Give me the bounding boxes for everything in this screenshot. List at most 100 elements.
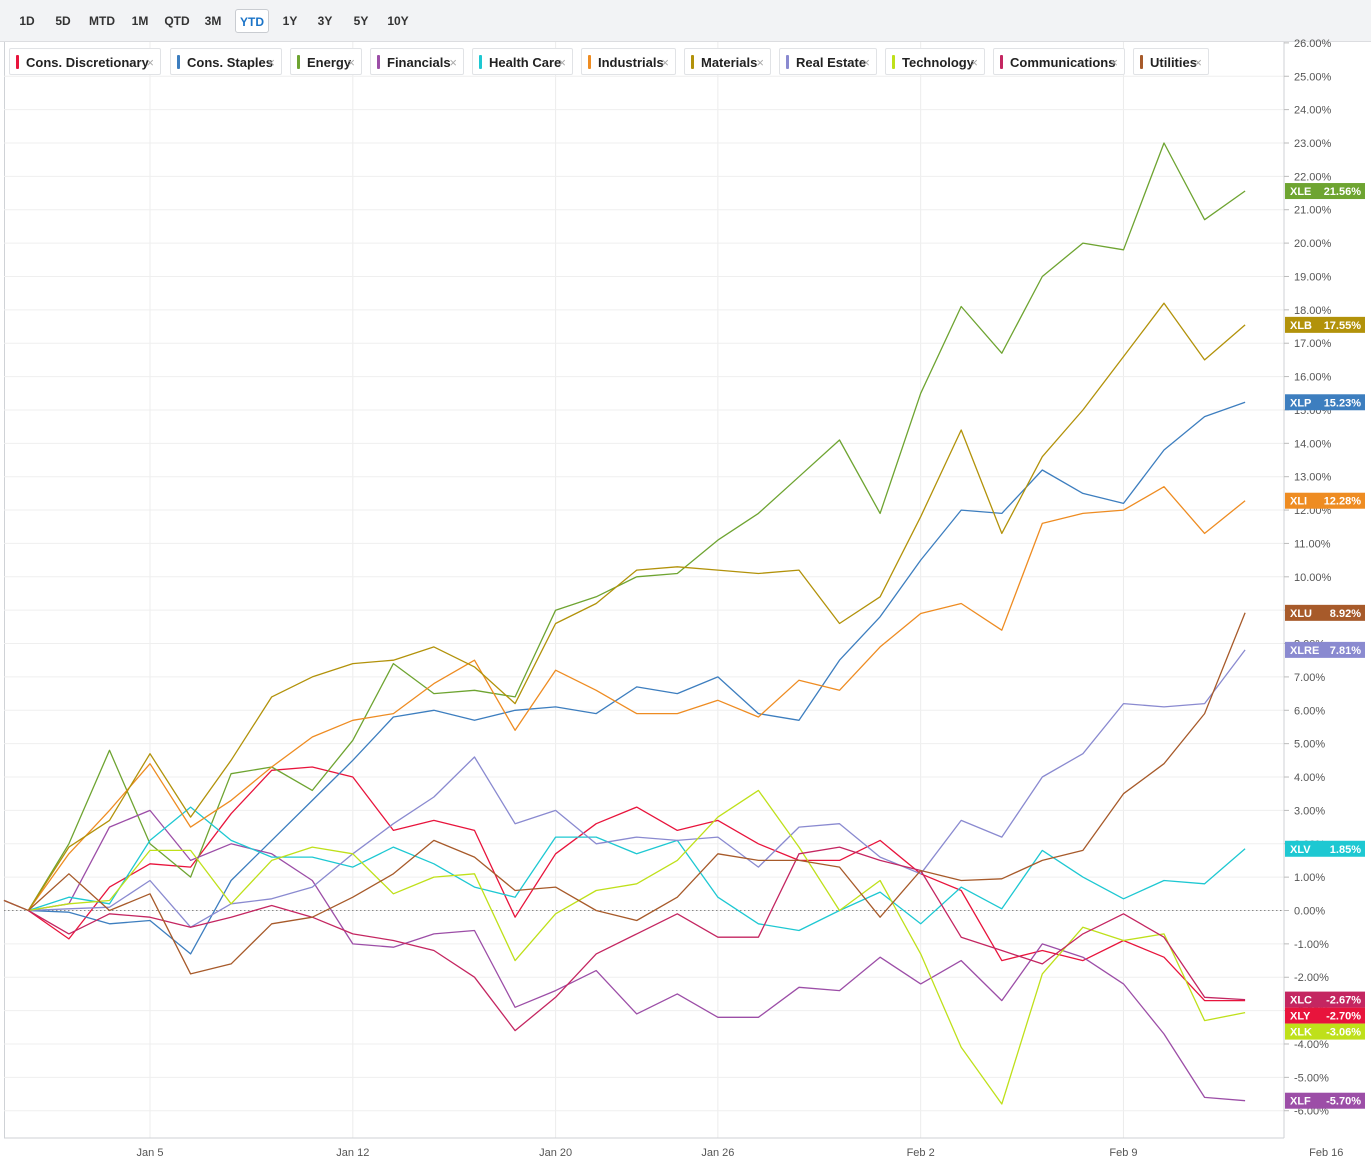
y-tick-label: 16.00% <box>1294 372 1332 384</box>
legend-chip-materials[interactable]: Materials × <box>684 48 771 75</box>
legend-swatch <box>177 55 180 69</box>
end-label-value: 8.92% <box>1330 608 1361 620</box>
end-label-value: -2.67% <box>1326 995 1361 1007</box>
remove-series-icon[interactable]: × <box>862 55 870 70</box>
end-label-ticker: XLRE <box>1290 645 1319 657</box>
range-button-ytd[interactable]: YTD <box>235 9 269 33</box>
range-button-3y[interactable]: 3Y <box>317 14 333 28</box>
end-label-box <box>1285 183 1365 200</box>
legend-label: Technology <box>902 55 974 70</box>
remove-series-icon[interactable]: × <box>1194 55 1202 70</box>
y-tick-label: 6.00% <box>1294 705 1325 717</box>
remove-series-icon[interactable]: × <box>146 55 154 70</box>
end-label-ticker: XLK <box>1290 1027 1312 1039</box>
end-label-value: -2.70% <box>1326 1011 1361 1023</box>
remove-series-icon[interactable]: × <box>449 55 457 70</box>
end-label-xlv: XLV 1.85% <box>1285 840 1365 857</box>
y-tick-label: 18.00% <box>1294 305 1332 317</box>
range-button-1y[interactable]: 1Y <box>282 14 298 28</box>
y-tick-label: 4.00% <box>1294 772 1325 784</box>
remove-series-icon[interactable]: × <box>267 55 275 70</box>
legend-chip-technology[interactable]: Technology × <box>885 48 985 75</box>
range-button-1d[interactable]: 1D <box>19 14 35 28</box>
legend-swatch <box>297 55 300 69</box>
end-label-box <box>1285 1092 1365 1109</box>
end-label-box <box>1285 840 1365 857</box>
legend-label: Utilities <box>1150 55 1197 70</box>
range-button-mtd[interactable]: MTD <box>89 14 115 28</box>
remove-series-icon[interactable]: × <box>558 55 566 70</box>
y-tick-label: 17.00% <box>1294 338 1332 350</box>
y-tick-label: 19.00% <box>1294 271 1332 283</box>
series-line-xlu <box>27 612 1246 975</box>
legend-label: Health Care <box>489 55 562 70</box>
legend-label: Industrials <box>598 55 664 70</box>
end-label-xlu: XLU 8.92% <box>1285 604 1365 621</box>
legend-label: Energy <box>307 55 352 70</box>
legend-chip-energy[interactable]: Energy × <box>290 48 362 75</box>
remove-series-icon[interactable]: × <box>1110 55 1118 70</box>
end-label-box <box>1285 641 1365 658</box>
y-tick-label: 7.00% <box>1294 672 1325 684</box>
end-label-box <box>1285 604 1365 621</box>
x-tick-label: Feb 9 <box>1109 1147 1137 1159</box>
end-label-value: 17.55% <box>1324 320 1362 332</box>
legend-swatch <box>786 55 789 69</box>
end-label-ticker: XLF <box>1290 1096 1311 1108</box>
series-stub <box>3 899 29 912</box>
legend-chip-utilities[interactable]: Utilities × <box>1133 48 1209 75</box>
range-button-3m[interactable]: 3M <box>204 14 222 28</box>
series-line-xlk <box>28 789 1246 1105</box>
range-button-qtd[interactable]: QTD <box>164 14 190 28</box>
legend-label: Cons. Discretionary <box>26 55 149 70</box>
y-tick-label: 0.00% <box>1294 906 1325 918</box>
legend-label: Materials <box>701 55 758 70</box>
y-tick-label: 22.00% <box>1294 171 1332 183</box>
range-button-5d[interactable]: 5D <box>55 14 71 28</box>
legend-chip-cons-discretionary[interactable]: Cons. Discretionary × <box>9 48 161 75</box>
end-label-xlc: XLC -2.67% <box>1285 991 1365 1008</box>
legend-label: Cons. Staples <box>187 55 273 70</box>
end-label-box <box>1285 492 1365 509</box>
end-label-value: 12.28% <box>1324 496 1362 508</box>
x-tick-label: Jan 26 <box>701 1147 734 1159</box>
y-tick-label: -1.00% <box>1294 939 1329 951</box>
remove-series-icon[interactable]: × <box>756 55 764 70</box>
y-tick-label: -5.00% <box>1294 1072 1329 1084</box>
end-label-value: 7.81% <box>1330 645 1361 657</box>
y-tick-label: 10.00% <box>1294 572 1332 584</box>
end-label-xlf: XLF -5.70% <box>1285 1092 1365 1109</box>
end-label-xlb: XLB 17.55% <box>1285 316 1365 333</box>
remove-series-icon[interactable]: × <box>970 55 978 70</box>
series-line-xlp <box>28 401 1246 955</box>
remove-series-icon[interactable]: × <box>661 55 669 70</box>
end-label-box <box>1285 316 1365 333</box>
end-label-ticker: XLB <box>1290 320 1312 332</box>
y-tick-label: -6.00% <box>1294 1106 1329 1118</box>
end-label-box <box>1285 394 1365 411</box>
y-tick-label: 13.00% <box>1294 472 1332 484</box>
end-label-ticker: XLI <box>1290 496 1307 508</box>
legend-swatch <box>377 55 380 69</box>
legend-chip-real-estate[interactable]: Real Estate × <box>779 48 877 75</box>
range-button-5y[interactable]: 5Y <box>353 14 369 28</box>
legend-chip-cons-staples[interactable]: Cons. Staples × <box>170 48 282 75</box>
x-tick-label: Jan 12 <box>336 1147 369 1159</box>
end-label-xlp: XLP 15.23% <box>1285 394 1365 411</box>
remove-series-icon[interactable]: × <box>347 55 355 70</box>
legend-chip-industrials[interactable]: Industrials × <box>581 48 676 75</box>
range-button-1m[interactable]: 1M <box>131 14 149 28</box>
range-toolbar: 1D 5D MTD 1M QTD 3M YTD 1Y 3Y 5Y 10Y <box>0 0 1371 42</box>
y-tick-label: 24.00% <box>1294 105 1332 117</box>
series-line-xlv <box>28 806 1246 932</box>
legend-swatch <box>588 55 591 69</box>
legend-label: Real Estate <box>796 55 867 70</box>
range-button-10y[interactable]: 10Y <box>387 14 409 28</box>
series-line-xlc <box>27 846 1246 1032</box>
legend-chip-financials[interactable]: Financials × <box>370 48 464 75</box>
legend-chip-communications[interactable]: Communications × <box>993 48 1125 75</box>
y-tick-label: 20.00% <box>1294 238 1332 250</box>
x-tick-label: Feb 16 <box>1309 1147 1343 1159</box>
legend-chip-health-care[interactable]: Health Care × <box>472 48 573 75</box>
